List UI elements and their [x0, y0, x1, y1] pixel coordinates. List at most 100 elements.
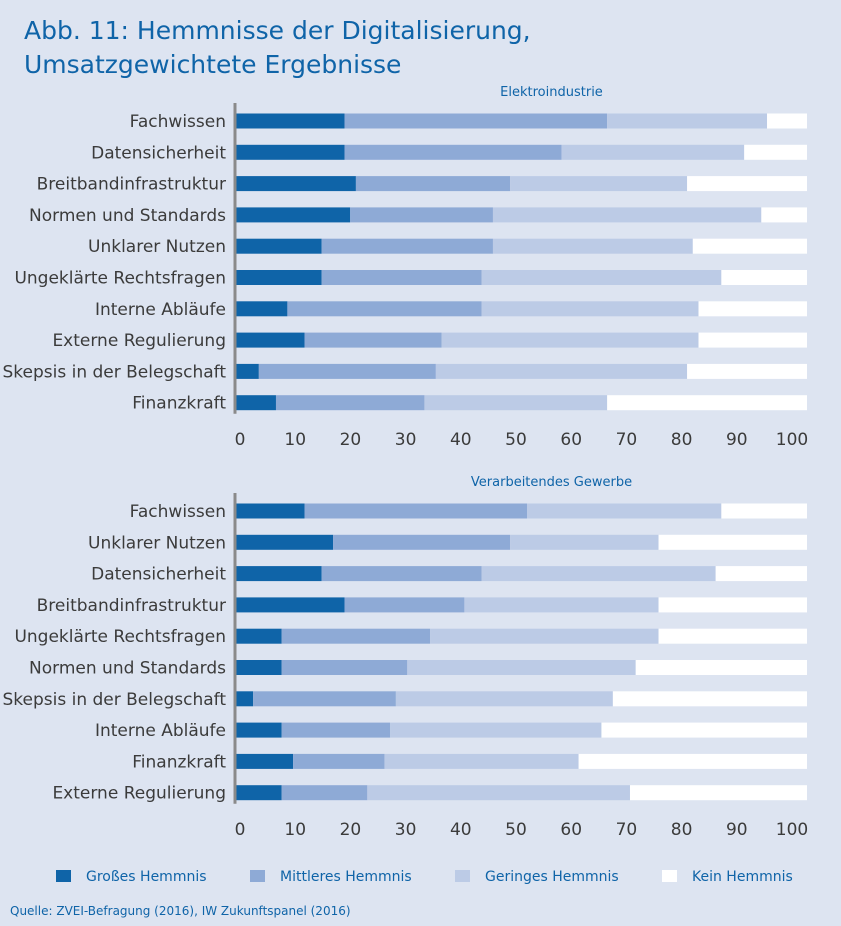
bar-segment-gering [384, 753, 579, 769]
bar-segment-gross [236, 207, 351, 223]
category-label: Breitbandinfrastruktur [37, 175, 226, 195]
legend-label-mittel: Mittleres Hemmnis [280, 869, 412, 885]
x-tick-label: 50 [505, 820, 527, 840]
bar-segment-gross [236, 566, 322, 582]
legend-swatch-kein [662, 870, 677, 882]
bar-segment-mittel [253, 691, 396, 707]
category-label: Ungeklärte Rechtsfragen [14, 269, 226, 289]
bar-segment-kein [721, 270, 807, 285]
bar-segment-kein [607, 395, 807, 411]
category-label: Breitbandinfrastruktur [37, 596, 226, 616]
bar-segment-gering [492, 238, 693, 254]
bar-segment-kein [578, 753, 807, 769]
x-tick-label: 50 [505, 430, 527, 450]
x-tick-label: 40 [450, 430, 472, 450]
bar-segment-gross [236, 395, 276, 411]
x-tick-label: 20 [340, 430, 362, 450]
legend-label-gross: Großes Hemmnis [86, 869, 207, 885]
bar-segment-mittel [281, 628, 431, 644]
bar-segment-gering [430, 628, 659, 644]
x-tick-label: 40 [450, 820, 472, 840]
x-tick-label: 90 [726, 430, 748, 450]
bar-segment-gering [481, 566, 716, 582]
bar-segment-kein [761, 207, 807, 223]
legend-swatch-gross [56, 870, 71, 882]
bar-segment-gross [236, 176, 356, 192]
bar-segment-mittel [258, 363, 436, 379]
source-note: Quelle: ZVEI-Befragung (2016), IW Zukunf… [10, 904, 351, 918]
bar-segment-gering [561, 144, 745, 160]
bar-segment-gering [367, 785, 630, 801]
bar-segment-gering [481, 301, 699, 317]
category-label: Finanzkraft [132, 394, 226, 414]
category-label: Fachwissen [130, 112, 226, 132]
bar-segment-kein [698, 301, 807, 317]
title-line-1: Abb. 11: Hemmnisse der Digitalisierung, [24, 16, 531, 45]
panel-title: Elektroindustrie [500, 85, 603, 100]
x-tick-label: 10 [284, 820, 306, 840]
category-label: Normen und Standards [29, 206, 226, 226]
bar-segment-gering [395, 691, 613, 707]
bar-segment-kein [721, 503, 807, 519]
bar-segment-mittel [293, 753, 385, 769]
bar-segment-gross [236, 722, 282, 738]
bar-segment-kein [658, 534, 807, 550]
legend-label-kein: Kein Hemmnis [692, 869, 793, 885]
x-tick-label: 80 [671, 430, 693, 450]
x-tick-label: 60 [560, 430, 582, 450]
bar-segment-gross [236, 270, 322, 285]
category-label: Finanzkraft [132, 752, 226, 772]
bar-segment-gering [510, 534, 659, 550]
bar-segment-mittel [344, 144, 562, 160]
bar-segment-mittel [275, 395, 425, 411]
category-label: Externe Regulierung [52, 331, 226, 351]
bar-segment-mittel [281, 785, 368, 801]
bar-segment-gross [236, 534, 334, 550]
x-tick-label: 30 [395, 820, 417, 840]
bar-segment-mittel [344, 113, 608, 129]
bar-segment-kein [612, 691, 807, 707]
category-label: Externe Regulierung [52, 784, 226, 804]
page-title: Abb. 11: Hemmnisse der Digitalisierung, … [24, 14, 531, 82]
bar-segment-gross [236, 753, 294, 769]
bar-segment-gering [464, 597, 659, 613]
bar-segment-gross [236, 332, 305, 348]
bar-segment-gering [607, 113, 768, 129]
category-label: Ungeklärte Rechtsfragen [14, 627, 226, 647]
bar-segment-kein [744, 144, 807, 160]
category-label: Unklarer Nutzen [88, 237, 226, 257]
bar-segment-gering [407, 660, 636, 675]
bar-segment-mittel [281, 660, 408, 675]
legend-label-gering: Geringes Hemmnis [485, 869, 619, 885]
bar-segment-mittel [304, 503, 528, 519]
bar-segment-kein [601, 722, 807, 738]
bar-segment-gering [435, 363, 688, 379]
bar-segment-mittel [344, 597, 465, 613]
legend-swatch-gering [455, 870, 470, 882]
bar-segment-gering [424, 395, 608, 411]
bar-segment-kein [629, 785, 807, 801]
bar-segment-gross [236, 660, 282, 675]
bar-segment-gross [236, 113, 345, 129]
bar-segment-gross [236, 363, 259, 379]
x-tick-label: 0 [235, 430, 246, 450]
bar-segment-gross [236, 785, 282, 801]
x-tick-label: 20 [340, 820, 362, 840]
category-label: Skepsis in der Belegschaft [2, 690, 226, 710]
bar-segment-mittel [321, 238, 493, 254]
category-label: Fachwissen [130, 502, 226, 522]
bar-segment-gering [510, 176, 688, 192]
bar-segment-kein [658, 597, 807, 613]
legend-swatch-mittel [250, 870, 265, 882]
bar-segment-mittel [333, 534, 511, 550]
bar-segment-gross [236, 301, 288, 317]
bar-segment-kein [715, 566, 807, 582]
category-label: Interne Abläufe [95, 721, 226, 741]
x-tick-label: 30 [395, 430, 417, 450]
title-line-2: Umsatzgewichtete Ergebnisse [24, 50, 402, 79]
bar-segment-kein [687, 176, 807, 192]
bar-segment-kein [687, 363, 807, 379]
bar-segment-mittel [355, 176, 511, 192]
bar-segment-gering [527, 503, 722, 519]
